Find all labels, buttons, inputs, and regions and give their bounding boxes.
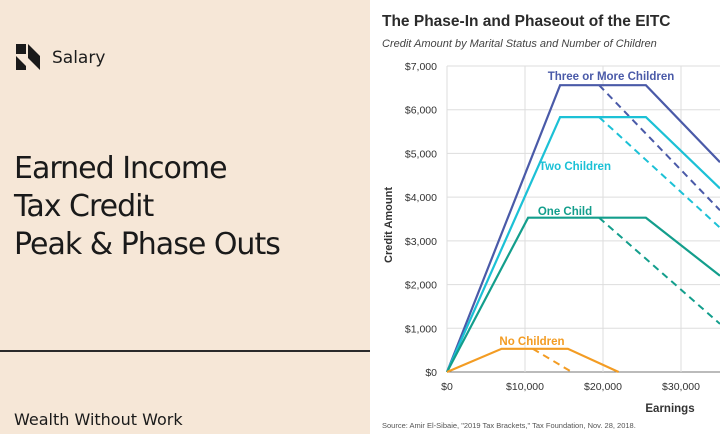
divider <box>0 350 370 352</box>
y-tick-label: $6,000 <box>405 105 437 117</box>
x-tick-label: $20,000 <box>584 381 622 393</box>
series-label-three-or-more-children: Three or More Children <box>548 71 675 83</box>
y-axis-label: Credit Amount <box>383 187 395 263</box>
y-tick-label: $7,000 <box>405 61 437 73</box>
series-dashed-no-children <box>532 347 573 373</box>
y-tick-label: $1,000 <box>405 323 437 335</box>
x-tick-label: $0 <box>441 381 453 393</box>
title-line-3: Peak & Phase Outs <box>14 227 281 262</box>
y-tick-label: $3,000 <box>405 236 437 248</box>
title-line-2: Tax Credit <box>14 189 154 224</box>
y-tick-label: $5,000 <box>405 148 437 160</box>
chart-panel: The Phase-In and Phaseout of the EITC Cr… <box>370 0 720 434</box>
series-labels: Three or More Children Two Children One Ch… <box>499 71 674 348</box>
y-tick-label: $0 <box>425 367 437 379</box>
chart-grid <box>446 65 720 373</box>
series-label-two-children: Two Children <box>539 161 611 173</box>
chart-series <box>445 84 720 374</box>
salary-logo-icon <box>16 44 40 70</box>
series-dashed-two-children <box>598 116 720 229</box>
page-title: Earned Income Tax Credit Peak & Phase Ou… <box>14 150 281 264</box>
series-line-two-children <box>445 115 720 373</box>
series-line-no-children <box>446 347 620 374</box>
brand-name: Salary <box>52 48 106 68</box>
x-axis-label: Earnings <box>645 403 694 415</box>
series-dashed-three-or-more-children <box>598 84 720 211</box>
chart-source: Source: Amir El-Sibaie, "2019 Tax Bracke… <box>382 421 636 430</box>
chart-title: The Phase-In and Phaseout of the EITC <box>382 13 671 30</box>
series-label-one-child: One Child <box>538 206 592 218</box>
chart-subtitle: Credit Amount by Marital Status and Numb… <box>382 38 657 50</box>
series-line-three-or-more-children <box>445 84 720 373</box>
footer-tagline: Wealth Without Work <box>14 410 183 429</box>
title-line-1: Earned Income <box>14 151 228 186</box>
eitc-chart: The Phase-In and Phaseout of the EITC Cr… <box>382 13 720 430</box>
series-label-no-children: No Children <box>499 336 564 348</box>
x-axis-ticks: $0 $10,000 $20,000 $30,000 <box>441 381 700 393</box>
left-panel: Salary Earned Income Tax Credit Peak & P… <box>0 44 370 429</box>
x-tick-label: $10,000 <box>506 381 544 393</box>
y-tick-label: $4,000 <box>405 192 437 204</box>
series-line-one-child <box>446 216 720 373</box>
series-dashed-one-child <box>598 216 720 325</box>
y-tick-label: $2,000 <box>405 280 437 292</box>
y-axis-ticks: $0 $1,000 $2,000 $3,000 $4,000 $5,000 $6,000 $7… <box>405 61 437 379</box>
x-tick-label: $30,000 <box>662 381 700 393</box>
